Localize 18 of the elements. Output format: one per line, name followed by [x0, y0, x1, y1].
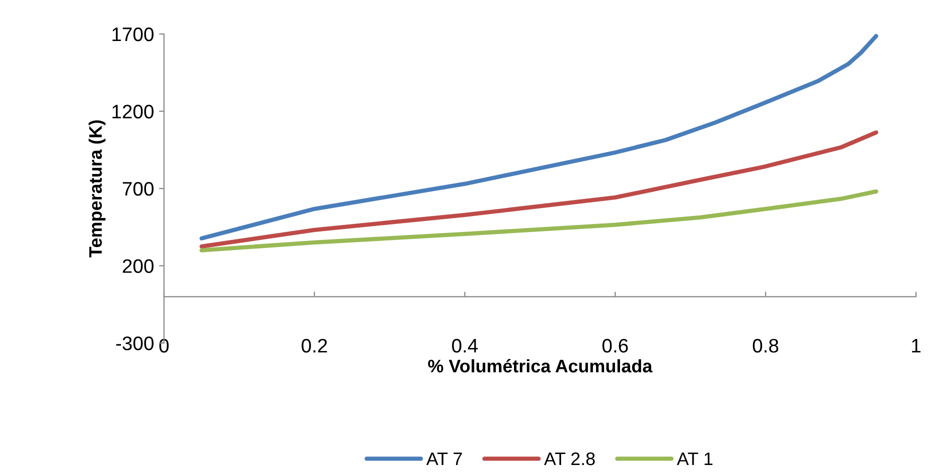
legend-label: AT 1 [676, 452, 712, 466]
line-series [200, 130, 878, 249]
x-tick-label: 0.2 [302, 338, 327, 353]
legend-label: AT 2.8 [544, 452, 595, 466]
x-tick-label: 0.6 [602, 338, 628, 353]
line-series [200, 34, 878, 240]
x-tick-label: 0.8 [752, 338, 778, 353]
y-tick-label: 700 [122, 182, 154, 196]
y-tick-label: 1700 [112, 27, 154, 42]
legend-label: AT 7 [426, 452, 462, 466]
x-tick-label: 0.4 [452, 338, 478, 353]
x-tick-label: 1 [912, 339, 920, 352]
y-tick-label: 200 [122, 259, 154, 273]
y-tick-label: 1200 [112, 104, 154, 118]
line-series [200, 189, 878, 252]
y-axis-title: Temperatura (K) [88, 120, 106, 258]
x-axis-title: % Volumétrica Acumulada [428, 359, 652, 372]
y-tick-label: -300 [116, 336, 154, 350]
